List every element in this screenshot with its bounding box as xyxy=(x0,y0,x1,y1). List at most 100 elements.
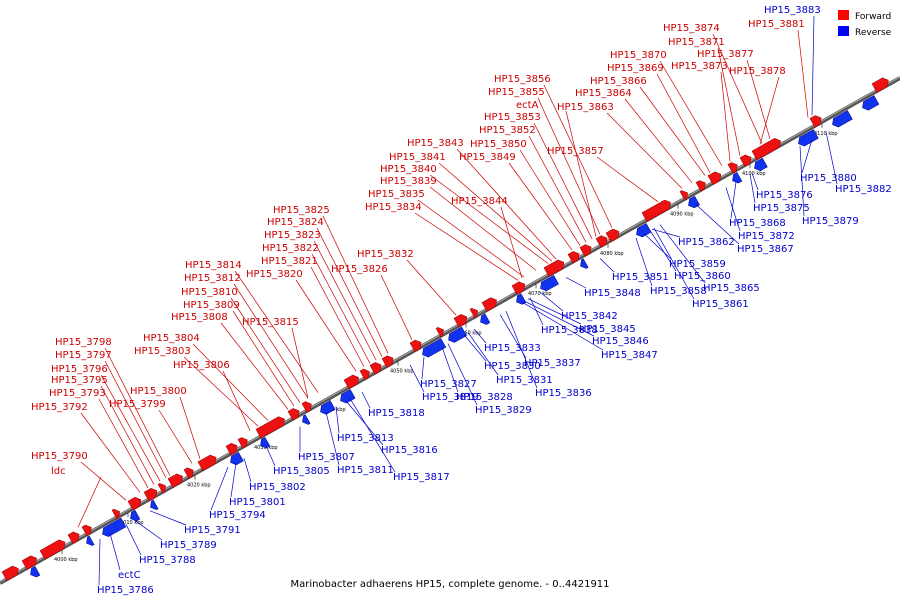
reverse-gene-shape xyxy=(754,157,768,172)
forward-gene-label: HP15_3840 xyxy=(380,164,437,175)
forward-gene-arrow xyxy=(381,355,394,368)
forward-gene-arrow xyxy=(81,524,92,537)
forward-gene-arrow xyxy=(739,154,752,167)
reverse-gene-shape xyxy=(580,258,589,269)
reverse-gene-label: HP15_3846 xyxy=(592,336,649,347)
reverse-gene-label: HP15_3847 xyxy=(601,350,658,361)
leader-line xyxy=(759,76,780,145)
reverse-gene-shape xyxy=(832,110,853,128)
forward-gene-label: HP15_3866 xyxy=(590,76,647,87)
leader-line xyxy=(183,356,259,427)
gene-label-layer: HP15_3883HP15_3881HP15_3874HP15_3871HP15… xyxy=(31,5,892,596)
leader-line xyxy=(311,253,371,364)
forward-gene-shape xyxy=(183,467,194,479)
reverse-gene-arrow xyxy=(732,172,743,184)
forward-gene-label: HP15_3823 xyxy=(264,230,321,241)
forward-gene-label: HP15_3814 xyxy=(185,260,242,271)
leader-line xyxy=(429,186,537,271)
leader-line xyxy=(653,227,695,300)
reverse-gene-label: HP15_3872 xyxy=(738,231,795,242)
reverse-gene-arrow xyxy=(86,535,95,546)
leader-line xyxy=(233,283,309,399)
forward-gene-arrow xyxy=(39,539,66,560)
forward-gene-label: HP15_3797 xyxy=(55,350,112,361)
forward-gene-arrow xyxy=(167,473,183,488)
leader-line xyxy=(414,212,519,281)
leader-line xyxy=(825,131,838,185)
reverse-gene-arrow xyxy=(832,110,853,128)
forward-gene-arrow xyxy=(359,368,370,381)
forward-gene-shape xyxy=(453,314,468,328)
forward-gene-label: HP15_3855 xyxy=(488,87,545,98)
forward-gene-arrow xyxy=(751,138,781,161)
forward-gene-shape xyxy=(225,442,238,456)
reverse-gene-label: HP15_3807 xyxy=(298,452,355,463)
leader-line xyxy=(539,291,564,312)
reverse-gene-label: HP15_3813 xyxy=(337,433,394,444)
forward-gene-label: HP15_3826 xyxy=(331,264,388,275)
forward-gene-shape xyxy=(39,539,66,560)
reverse-gene-label: HP15_3829 xyxy=(475,405,532,416)
reverse-gene-arrow xyxy=(30,566,41,578)
reverse-gene-shape xyxy=(320,400,336,415)
leader-line xyxy=(310,266,365,367)
forward-gene-arrow xyxy=(157,483,166,494)
forward-gene-arrow xyxy=(197,454,217,471)
reverse-gene-label: HP15_3802 xyxy=(249,482,306,493)
forward-gene-arrow xyxy=(255,416,285,439)
leader-line xyxy=(649,230,677,272)
leader-line xyxy=(565,277,587,289)
leader-line xyxy=(265,445,276,467)
forward-gene-label: HP15_3852 xyxy=(479,125,536,136)
leader-line xyxy=(210,466,229,511)
forward-gene-label: ectA xyxy=(516,100,539,111)
leader-line xyxy=(467,332,499,376)
leader-line xyxy=(100,374,161,482)
leader-line xyxy=(421,357,425,380)
forward-gene-label: HP15_3812 xyxy=(184,273,241,284)
forward-gene-label: HP15_3821 xyxy=(261,256,318,267)
tick-label: 4010 kbp xyxy=(120,520,144,526)
tick-label: 4080 kbp xyxy=(600,251,624,257)
genome-caption: Marinobacter adhaerens HP15, complete ge… xyxy=(290,579,609,590)
forward-gene-label: HP15_3835 xyxy=(368,189,425,200)
forward-gene-arrow xyxy=(453,314,468,328)
forward-gene-label: HP15_3834 xyxy=(365,202,422,213)
forward-gene-label: HP15_3825 xyxy=(273,205,330,216)
forward-gene-label: HP15_3878 xyxy=(729,66,786,77)
legend-reverse-label: Reverse xyxy=(855,28,892,38)
reverse-gene-arrow xyxy=(150,499,159,510)
reverse-gene-shape xyxy=(732,172,743,184)
reverse-gene-label: HP15_3842 xyxy=(561,311,618,322)
leader-line xyxy=(717,47,741,156)
leader-line xyxy=(751,172,759,191)
reverse-gene-label: HP15_3851 xyxy=(612,272,669,283)
reverse-gene-shape xyxy=(422,338,447,358)
reverse-gene-shape xyxy=(260,436,271,449)
forward-gene-label: HP15_3874 xyxy=(663,23,720,34)
forward-gene-label: HP15_3809 xyxy=(183,300,240,311)
reverse-gene-arrow xyxy=(480,313,491,325)
reverse-gene-label: HP15_3786 xyxy=(97,585,154,596)
reverse-gene-shape xyxy=(150,499,159,510)
forward-gene-label: HP15_3864 xyxy=(575,88,632,99)
reverse-gene-shape xyxy=(86,535,95,546)
reverse-gene-label: HP15_3875 xyxy=(753,203,810,214)
legend-forward-swatch xyxy=(838,10,849,20)
reverse-gene-arrow xyxy=(340,389,356,404)
tick-label: 4110 kbp xyxy=(814,131,838,137)
leader-line xyxy=(104,347,171,476)
forward-gene-shape xyxy=(469,308,478,319)
reverse-gene-label: ectC xyxy=(118,570,141,581)
reverse-gene-arrow xyxy=(754,157,768,172)
forward-gene-label: HP15_3857 xyxy=(547,146,604,157)
leader-line xyxy=(361,391,371,409)
forward-gene-arrow xyxy=(369,362,382,375)
forward-gene-shape xyxy=(255,416,285,439)
forward-gene-label: HP15_3853 xyxy=(484,112,541,123)
forward-gene-arrow xyxy=(183,467,194,479)
forward-gene-arrow xyxy=(21,555,37,570)
leader-line xyxy=(659,224,706,284)
reverse-gene-label: HP15_3859 xyxy=(669,259,726,270)
forward-gene-label: HP15_3795 xyxy=(51,375,108,386)
